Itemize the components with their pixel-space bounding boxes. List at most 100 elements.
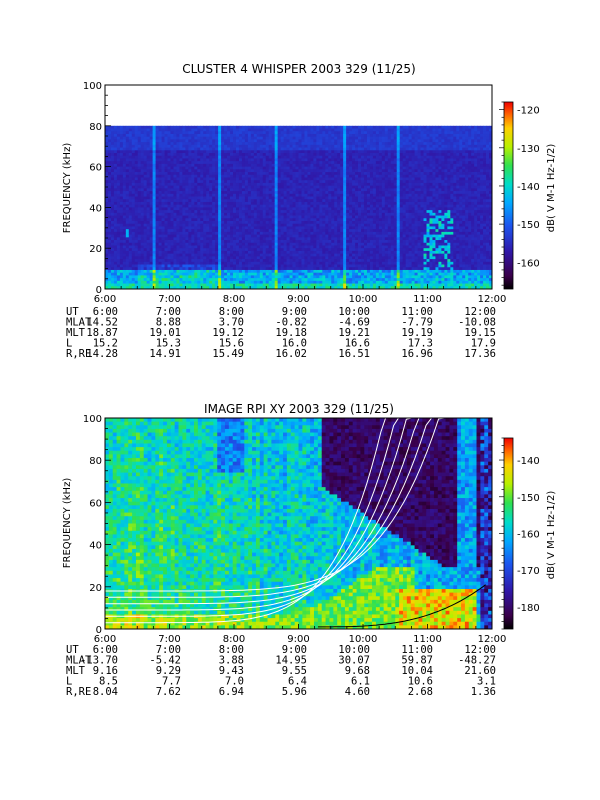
heatmap-cell <box>149 267 154 271</box>
heatmap-cell <box>155 286 159 290</box>
heatmap-cell <box>203 144 207 148</box>
heatmap-cell <box>304 180 308 184</box>
heatmap-cell <box>349 245 353 249</box>
heatmap-cell <box>274 242 279 246</box>
heatmap-cell <box>125 264 130 268</box>
heatmap-cell <box>107 193 112 197</box>
heatmap-cell <box>212 226 216 230</box>
heatmap-cell <box>289 210 293 214</box>
heatmap-cell <box>170 267 174 271</box>
heatmap-cell <box>173 275 177 279</box>
heatmap-cell <box>262 193 267 197</box>
heatmap-cell <box>146 278 151 282</box>
heatmap-cell <box>161 237 165 241</box>
heatmap-cell <box>268 272 273 276</box>
heatmap-cell <box>250 196 255 200</box>
heatmap-cell <box>155 201 159 206</box>
heatmap-cell <box>170 278 174 282</box>
heatmap-cell <box>200 283 204 287</box>
heatmap-cell <box>274 215 279 219</box>
heatmap-cell <box>140 280 145 284</box>
heatmap-cell <box>149 133 154 138</box>
heatmap-cell <box>152 125 157 129</box>
heatmap-cell <box>301 242 305 246</box>
heatmap-cell <box>289 269 293 274</box>
heatmap-cell <box>328 169 332 173</box>
heatmap-cell <box>185 223 189 227</box>
heatmap-cell <box>280 199 285 203</box>
heatmap-cell <box>268 280 273 284</box>
heatmap-cell <box>191 280 195 284</box>
heatmap-cell <box>131 283 136 287</box>
heatmap-cell <box>349 264 353 268</box>
heatmap-cell <box>116 207 121 211</box>
heatmap-cell <box>328 147 332 151</box>
heatmap-cell <box>161 215 165 219</box>
heatmap-cell <box>113 207 118 211</box>
heatmap-cell <box>191 199 195 203</box>
heatmap-cell <box>334 180 338 184</box>
heatmap-cell <box>265 174 270 178</box>
heatmap-cell <box>209 142 213 146</box>
heatmap-cell <box>298 166 302 170</box>
heatmap-cell <box>322 191 326 195</box>
heatmap-cell <box>185 185 189 189</box>
heatmap-cell <box>227 223 231 227</box>
heatmap-cell <box>244 253 249 257</box>
heatmap-cell <box>233 139 237 143</box>
heatmap-cell <box>155 169 159 173</box>
heatmap-cell <box>235 245 240 249</box>
heatmap-cell <box>277 242 282 246</box>
heatmap-cell <box>328 267 332 271</box>
heatmap-cell <box>331 196 335 200</box>
heatmap-cell <box>262 253 267 257</box>
heatmap-cell <box>140 142 145 146</box>
heatmap-cell <box>182 250 186 255</box>
heatmap-cell <box>161 172 165 176</box>
heatmap-cell <box>340 237 344 241</box>
heatmap-cell <box>259 204 264 208</box>
heatmap-cell <box>155 218 159 222</box>
heatmap-cell <box>295 226 299 230</box>
heatmap-cell <box>140 177 145 181</box>
heatmap-cell <box>256 133 261 138</box>
heatmap-cell <box>164 237 168 241</box>
heatmap-cell <box>238 155 243 159</box>
heatmap-cell <box>230 142 234 146</box>
heatmap-cell <box>185 180 189 184</box>
heatmap-cell <box>122 133 127 138</box>
heatmap-cell <box>349 253 353 257</box>
heatmap-cell <box>277 272 282 276</box>
heatmap-cell <box>265 136 270 140</box>
heatmap-cell <box>194 144 198 148</box>
heatmap-cell <box>200 161 204 165</box>
heatmap-cell <box>218 267 222 271</box>
heatmap-cell <box>301 210 305 214</box>
heatmap-cell <box>188 182 192 187</box>
heatmap-cell <box>182 286 186 290</box>
heatmap-cell <box>313 259 317 263</box>
heatmap-cell <box>167 248 171 252</box>
heatmap-cell <box>161 136 165 140</box>
heatmap-cell <box>218 286 222 290</box>
heatmap-cell <box>301 191 305 195</box>
heatmap-cell <box>110 155 115 159</box>
heatmap-cell <box>182 229 186 233</box>
heatmap-cell <box>107 237 112 241</box>
heatmap-cell <box>176 139 180 143</box>
heatmap-cell <box>194 204 198 208</box>
heatmap-cell <box>241 139 246 143</box>
heatmap-cell <box>325 229 329 233</box>
heatmap-cell <box>322 223 326 227</box>
heatmap-cell <box>167 231 171 235</box>
heatmap-cell <box>241 237 246 241</box>
heatmap-cell <box>271 199 276 203</box>
heatmap-cell <box>265 242 270 246</box>
heatmap-cell <box>119 242 124 246</box>
heatmap-cell <box>107 212 112 216</box>
heatmap-cell <box>343 237 347 241</box>
heatmap-cell <box>206 264 210 268</box>
heatmap-cell <box>161 177 165 181</box>
heatmap-cell <box>185 153 189 157</box>
heatmap-cell <box>197 174 201 178</box>
